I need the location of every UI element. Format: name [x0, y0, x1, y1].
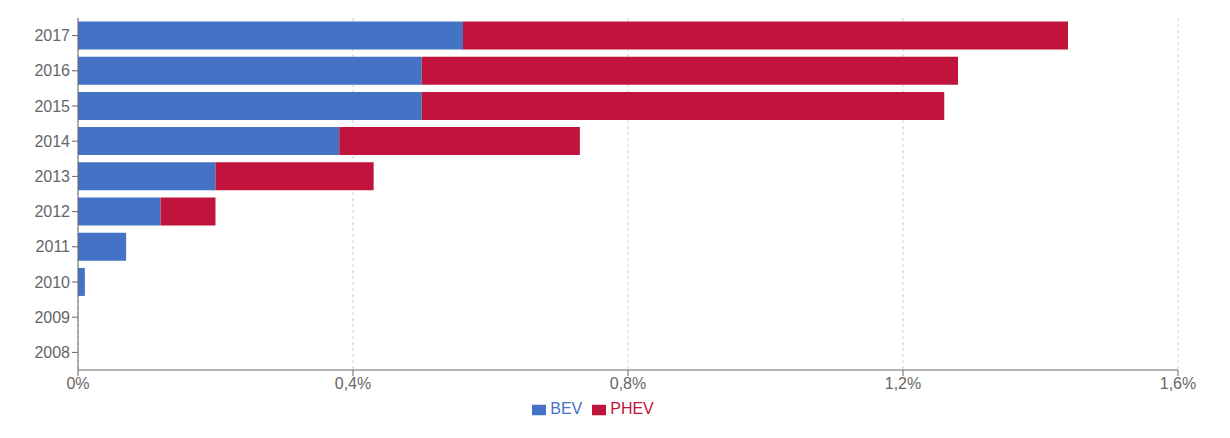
svg-text:2016: 2016: [34, 62, 70, 79]
svg-text:2013: 2013: [34, 168, 70, 185]
html-text:PHEV: PHEV: [610, 400, 654, 417]
svg-text:0,8%: 0,8%: [610, 375, 646, 392]
svg-text:2014: 2014: [34, 133, 70, 150]
svg-text:2012: 2012: [34, 203, 70, 220]
svg-text:2015: 2015: [34, 98, 70, 115]
svg-text:2010: 2010: [34, 274, 70, 291]
svg-text:2008: 2008: [34, 344, 70, 361]
html-text:BEV: BEV: [550, 400, 583, 417]
svg-text:2011: 2011: [36, 238, 71, 255]
svg-text:0%: 0%: [66, 375, 89, 392]
svg-text:1,6%: 1,6%: [1160, 375, 1196, 392]
svg-text:2017: 2017: [34, 27, 70, 44]
svg-text:2009: 2009: [34, 309, 70, 326]
svg-text:0,4%: 0,4%: [335, 375, 371, 392]
svg-text:1,2%: 1,2%: [885, 375, 921, 392]
